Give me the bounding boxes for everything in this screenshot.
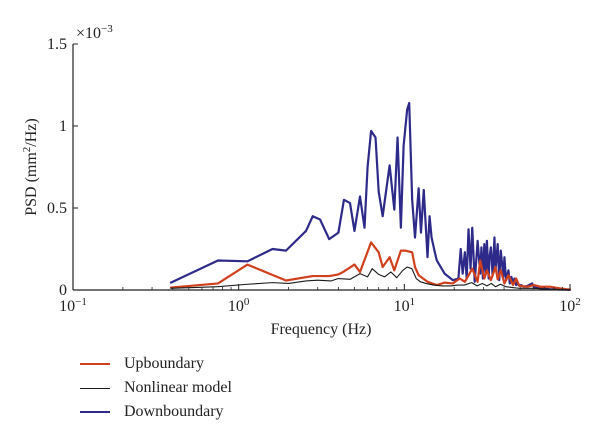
legend-swatch-nonlinear-model [80,387,110,389]
y-multiplier-label: ×10−3 [76,23,113,42]
series-layer [169,101,572,291]
series-line-downboundary [169,101,572,291]
y-axis-title: PSD (mm2/Hz) [21,118,40,216]
tick-layer: 0 0.5 1 1.5 10−1 100 101 102 [47,36,581,315]
series-line-nonlinear-model [170,266,571,291]
legend-label-upboundary: Upboundary [124,355,204,372]
legend-swatch-downboundary [80,411,110,413]
legend-label-nonlinear-model: Nonlinear model [124,379,232,396]
x-tick-label: 10−1 [59,296,87,315]
legend-item-upboundary: Upboundary [80,352,232,376]
legend-label-downboundary: Downboundary [124,403,224,420]
series-line-upboundary [169,241,572,291]
y-tick-label: 1 [59,118,67,135]
x-tick-label: 102 [559,296,581,315]
legend-item-nonlinear-model: Nonlinear model [80,376,232,400]
x-tick-label: 100 [228,296,250,315]
legend-swatch-upboundary [80,363,110,365]
legend-item-downboundary: Downboundary [80,400,232,424]
x-axis-title: Frequency (Hz) [271,321,372,338]
legend: Upboundary Nonlinear model Downboundary [80,352,232,424]
y-tick-label: 0 [59,282,67,299]
y-tick-label: 1.5 [47,36,67,53]
x-tick-label: 101 [394,296,416,315]
y-tick-label: 0.5 [47,200,67,217]
